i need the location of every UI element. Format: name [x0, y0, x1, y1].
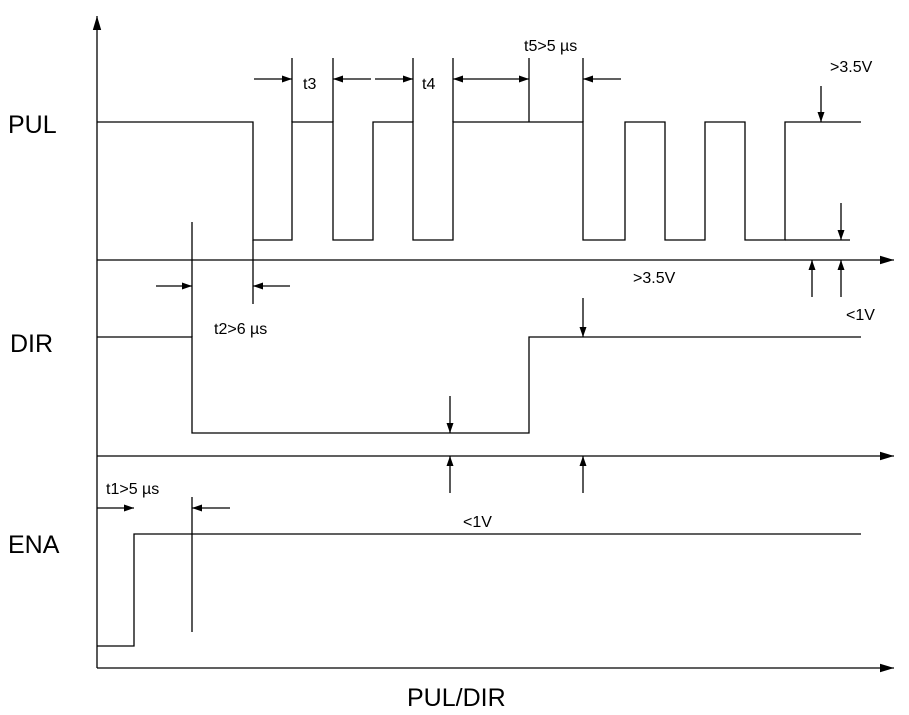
ena-waveform	[97, 533, 861, 647]
t3-label: t3	[303, 76, 316, 93]
dir-waveform	[97, 336, 861, 434]
guide-lines	[191, 58, 850, 632]
t4-label: t4	[422, 76, 435, 93]
axes	[92, 16, 894, 673]
pul-low-voltage-label: <1V	[846, 307, 875, 324]
voltage-arrows	[446, 86, 845, 493]
pul-high-voltage-label: >3.5V	[830, 59, 873, 76]
ena-signal-label: ENA	[8, 531, 60, 559]
timing-arrows	[97, 75, 621, 512]
t5-label: t5>5 µs	[524, 38, 577, 55]
pul-waveform	[97, 121, 861, 241]
diagram-caption: PUL/DIR	[407, 684, 506, 712]
pul-signal-label: PUL	[8, 111, 57, 139]
t1-label: t1>5 µs	[106, 481, 159, 498]
dir-signal-label: DIR	[10, 330, 53, 358]
high-threshold-label: >3.5V	[633, 270, 676, 287]
dir-low-voltage-label: <1V	[463, 514, 492, 531]
t2-label: t2>6 µs	[214, 321, 267, 338]
